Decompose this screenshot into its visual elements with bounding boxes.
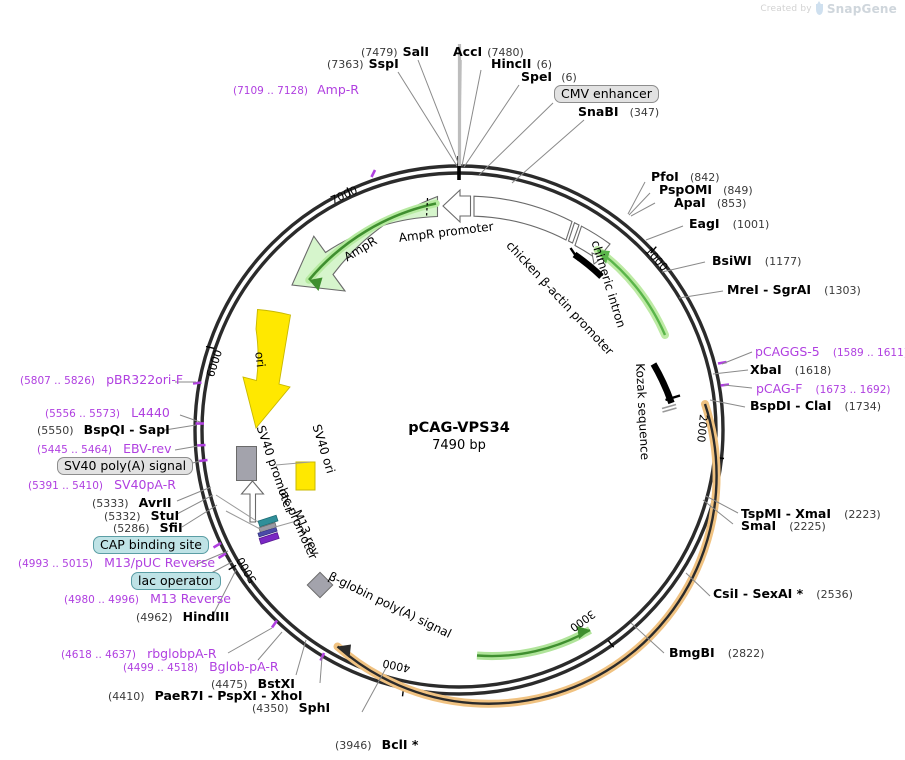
feature-ampr-promoter (442, 188, 472, 224)
enzyme-label-bstXI: (4475) BstXI (211, 676, 295, 691)
enzyme-label-sphI: (4350) SphI (252, 700, 331, 715)
watermark-created-label: Created by (760, 4, 812, 14)
primer-label-rbglobpa-r: (4618 .. 4637) rbglobpA-R (61, 646, 217, 661)
primer-label-m13-puc-reverse: (4993 .. 5015) M13/pUC Reverse (18, 555, 216, 570)
enzyme-label-sspI: (7363) SspI (327, 56, 399, 71)
enzyme-label-paeR7I-pspXI-xhoI: (4410) PaeR7I - PspXI - XhoI (108, 688, 303, 703)
feature-chicken-actin-promoter (569, 247, 604, 279)
feature-sv40-promoter (236, 446, 265, 523)
enzyme-label-eagI: EagI (1001) (689, 216, 770, 231)
snapgene-drop-icon (815, 0, 823, 15)
enzyme-label-avrII: (5333) AvrII (92, 495, 172, 510)
leader-lines-top (397, 59, 585, 184)
primer-label-amp-r: (7109 .. 7128) Amp-R (233, 82, 359, 97)
feature-enhancer-ribbon (473, 195, 611, 261)
boxed-feature-sv40-polya: SV40 poly(A) signal (57, 457, 194, 476)
feature-ori (242, 309, 292, 429)
feature-green-arc-bottom (476, 626, 592, 661)
feature-label-ori: ori (252, 350, 268, 369)
enzyme-label-snaBI: SnaBI (347) (578, 104, 660, 119)
feature-sv40-ori (295, 461, 316, 491)
enzyme-label-speI: SpeI (6) (521, 69, 577, 84)
enzyme-label-csiI-sexAI: CsiI - SexAI * (2536) (713, 586, 853, 601)
enzyme-label-pspOMI: PspOMI (849) (659, 182, 753, 197)
enzyme-label-tspMI-xmaI: TspMI - XmaI (2223) (741, 506, 881, 521)
internal-leaders (215, 461, 311, 532)
boxed-feature-cmv-enhancer: CMV enhancer (554, 85, 659, 104)
enzyme-label-smaI: SmaI (2225) (741, 518, 826, 533)
primer-label-bglob-pa-r: (4499 .. 4518) Bglob-pA-R (123, 659, 279, 674)
feature-bglobin-polya (306, 571, 334, 599)
primer-label-pcag-f: pCAG-F (1673 .. 1692) (756, 381, 891, 396)
enzyme-label-mreI-sgrAI: MreI - SgrAI (1303) (727, 282, 861, 297)
enzyme-label-hincII: HincII (6) (491, 56, 553, 71)
enzyme-label-stuI: (5332) StuI (104, 508, 180, 523)
feature-ampr (291, 195, 440, 292)
enzyme-label-bsiWI: BsiWI (1177) (712, 253, 802, 268)
primer-label-ebv-rev: (5445 .. 5464) EBV-rev (37, 441, 172, 456)
enzyme-label-apaI: ApaI (853) (674, 195, 747, 210)
ribbon-arrowhead (591, 252, 605, 265)
enzyme-label-bmgBI: BmgBI (2822) (669, 645, 765, 660)
feature-chimeric-intron (593, 246, 669, 339)
boxed-feature-cap-binding-site: CAP binding site (93, 536, 209, 555)
enzyme-label-salI: (7479) SalI (361, 44, 430, 59)
feature-mcs-cluster (257, 514, 280, 545)
enzyme-label-pfoI: PfoI (842) (651, 169, 720, 184)
leader-lines-right (627, 181, 753, 654)
primer-label-pcaggs-5: pCAGGS-5 (1589 .. 1611) (755, 344, 905, 359)
enzyme-label-hindIII: (4962) HindIII (136, 609, 230, 624)
primer-label-sv40pa-r: (5391 .. 5410) SV40pA-R (28, 477, 176, 492)
enzyme-label-bclI: (3946) BclI * (335, 737, 419, 752)
primer-label-pbr322ori-f: (5807 .. 5826) pBR322ori-F (20, 372, 184, 387)
primer-label-l4440: (5556 .. 5573) L4440 (45, 405, 170, 420)
snapgene-watermark: Created by SnapGene (760, 0, 897, 16)
enzyme-label-xbaI: XbaI (1618) (750, 362, 832, 377)
watermark-brand: SnapGene (826, 2, 897, 16)
tick-label-2000: 2000 (694, 413, 710, 443)
enzyme-label-bspDI-claI: BspDI - ClaI (1734) (750, 398, 882, 413)
enzyme-label-sfiI: (5286) SfiI (113, 520, 183, 535)
leader-lines-left (164, 381, 387, 713)
feature-orange-arc (333, 400, 721, 708)
enzyme-label-accI: AccI (7480) (453, 44, 524, 59)
boxed-feature-lac-operator: lac operator (131, 572, 221, 591)
primer-label-m13-reverse: (4980 .. 4996) M13 Reverse (64, 591, 232, 606)
plasmid-name: pCAG-VPS34 (408, 420, 510, 436)
feature-kozak-sequence (650, 362, 681, 413)
plasmid-size: 7490 bp (432, 438, 486, 453)
enzyme-label-bspQI-sapI: (5550) BspQI - SapI (37, 422, 170, 437)
